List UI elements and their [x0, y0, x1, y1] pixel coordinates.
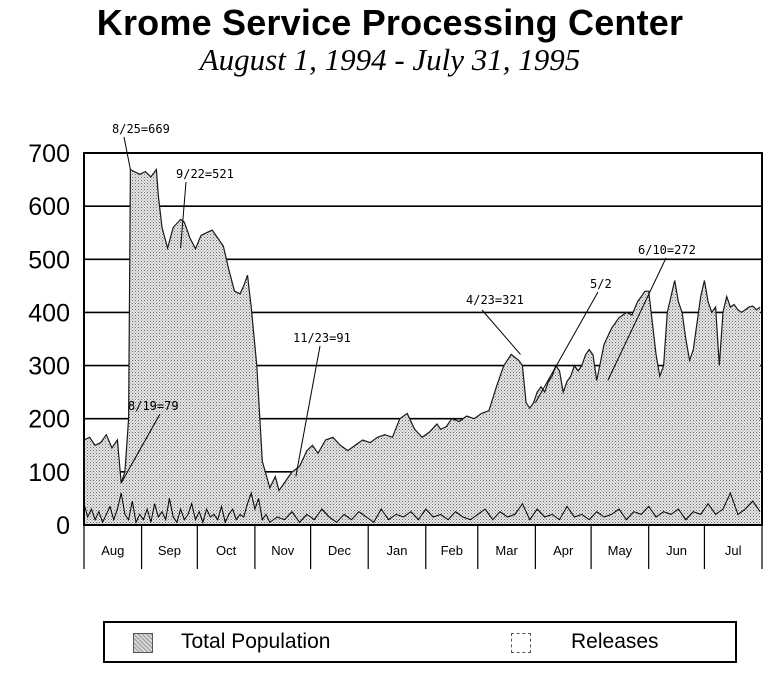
annotation-label: 8/25=669 — [112, 122, 170, 136]
population-line — [83, 167, 761, 492]
annotation-label: 9/22=521 — [176, 167, 234, 181]
annotation-leader — [123, 136, 131, 170]
annotation-label: 5/2 — [590, 277, 612, 291]
x-tick-label: Jul — [725, 543, 742, 558]
y-tick-label: 300 — [28, 353, 70, 381]
x-tick-label: Sep — [158, 543, 181, 558]
annotation-label: 6/10=272 — [638, 243, 696, 257]
population-swatch — [133, 633, 153, 653]
x-tick-label: Dec — [328, 543, 352, 558]
y-tick-label: 700 — [28, 140, 70, 168]
releases-swatch — [511, 633, 531, 653]
releases-line — [83, 491, 761, 524]
x-tick-label: Jun — [666, 543, 687, 558]
x-tick-label: Apr — [553, 543, 574, 558]
y-tick-label: 0 — [56, 512, 70, 540]
chart-canvas: 0 100 200 300 400 500 600 700 Aug Sep Oct Nov Dec Jan… — [28, 122, 763, 569]
population-area — [84, 169, 761, 525]
annotation-leader — [295, 345, 321, 477]
x-tick-label: Jan — [387, 543, 408, 558]
x-tick-label: Aug — [101, 543, 124, 558]
annotation-leader — [607, 257, 667, 381]
annotation-leader — [180, 181, 187, 249]
x-tick-label: May — [608, 543, 633, 558]
annotation-label: 11/23=91 — [293, 331, 351, 345]
x-tick-label: Nov — [271, 543, 295, 558]
y-tick-label: 100 — [28, 459, 70, 487]
x-tick-label: Mar — [495, 543, 518, 558]
annotation-label: 4/23=321 — [466, 293, 524, 307]
y-tick-label: 500 — [28, 246, 70, 274]
legend: Total Population Releases — [103, 621, 737, 663]
plot-frame — [83, 152, 763, 526]
x-tick-label: Feb — [441, 543, 463, 558]
annotation-leader — [120, 413, 161, 484]
legend-population-label: Total Population — [181, 630, 331, 653]
chart-title: Krome Service Processing Center — [96, 2, 684, 43]
annotation-label: 8/19=79 — [128, 399, 179, 413]
y-tick-label: 200 — [28, 406, 70, 434]
x-tick-label: Oct — [216, 543, 237, 558]
annotation-leader — [481, 309, 521, 355]
annotation-leader — [534, 291, 599, 404]
legend-releases-label: Releases — [571, 630, 659, 653]
y-tick-label: 600 — [28, 193, 70, 221]
chart-subtitle: August 1, 1994 - July 31, 1995 — [199, 42, 581, 77]
y-tick-label: 400 — [28, 299, 70, 327]
